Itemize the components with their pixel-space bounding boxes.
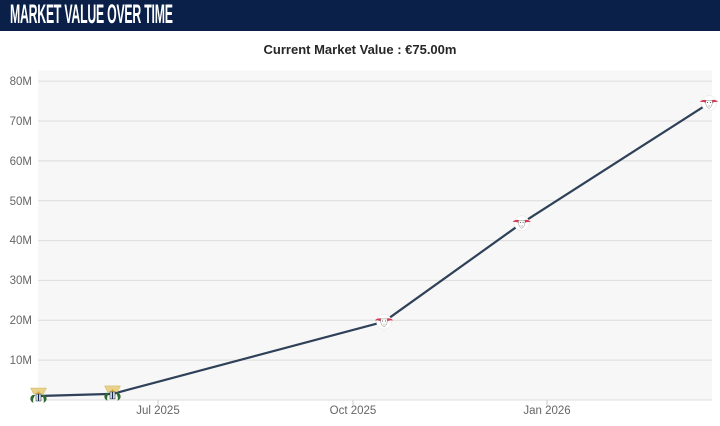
svg-text:40M: 40M xyxy=(10,235,32,247)
svg-text:30M: 30M xyxy=(10,275,32,287)
svg-text:20M: 20M xyxy=(10,315,32,327)
svg-text:Jul 2025: Jul 2025 xyxy=(136,405,179,417)
svg-text:80M: 80M xyxy=(10,76,32,88)
svg-text:Jan 2026: Jan 2026 xyxy=(523,405,570,417)
svg-text:50M: 50M xyxy=(10,196,32,208)
svg-text:10M: 10M xyxy=(10,355,32,367)
svg-text:70M: 70M xyxy=(10,116,32,128)
svg-text:Oct 2025: Oct 2025 xyxy=(330,405,377,417)
svg-text:60M: 60M xyxy=(10,156,32,168)
